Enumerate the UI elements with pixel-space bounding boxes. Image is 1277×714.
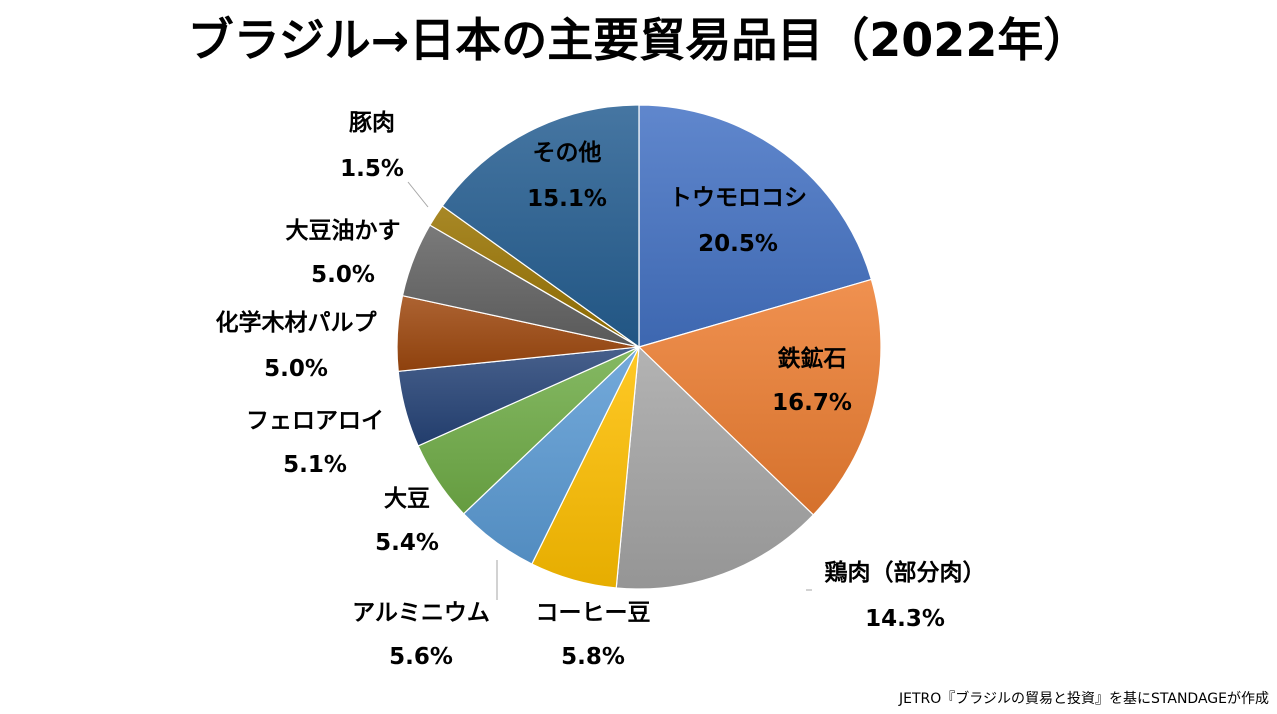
slice-percent-label: 5.0% — [311, 262, 375, 288]
slice-name-label: その他 — [533, 140, 602, 166]
slice-percent-label: 1.5% — [340, 156, 404, 182]
slice-percent-label: 5.6% — [389, 644, 453, 670]
slice-name-label: コーヒー豆 — [536, 600, 651, 626]
slice-name-label: 豚肉 — [349, 110, 395, 136]
slice-name-label: 大豆 — [384, 486, 430, 512]
source-note: JETRO『ブラジルの貿易と投資』を基にSTANDAGEが作成 — [899, 691, 1269, 707]
slice-name-label: フェロアロイ — [246, 408, 384, 434]
pie-slice — [615, 345, 815, 590]
pie-slice — [638, 104, 873, 348]
pie-slice — [441, 104, 640, 349]
slice-percent-label: 14.3% — [865, 606, 945, 632]
slice-name-label: 鉄鉱石 — [778, 345, 847, 372]
slice-percent-label: 16.7% — [772, 390, 852, 416]
leader-lines — [407, 181, 812, 600]
slice-percent-label: 15.1% — [527, 186, 607, 212]
pie-slices — [396, 104, 882, 590]
slice-percent-label: 20.5% — [698, 231, 778, 257]
slice-name-label: 大豆油かす — [286, 218, 401, 244]
slice-percent-label: 5.0% — [264, 356, 328, 382]
slice-name-label: 化学木材パルプ — [216, 309, 378, 336]
slice-percent-label: 5.4% — [375, 530, 439, 556]
pie-slice — [637, 278, 882, 516]
slice-name-label: 鶏肉（部分肉） — [825, 559, 986, 586]
slice-name-label: トウモロコシ — [669, 185, 807, 211]
chart-title: ブラジル→日本の主要貿易品目（2022年） — [187, 13, 1090, 67]
slice-labels: トウモロコシ 20.5% 鉄鉱石 16.7% 鶏肉（部分肉） 14.3% コーヒー豆 5.8%… — [216, 110, 986, 670]
slice-name-label: アルミニウム — [352, 600, 490, 626]
slice-percent-label: 5.1% — [283, 452, 347, 478]
leader-line — [407, 181, 429, 208]
slice-percent-label: 5.8% — [561, 644, 625, 670]
